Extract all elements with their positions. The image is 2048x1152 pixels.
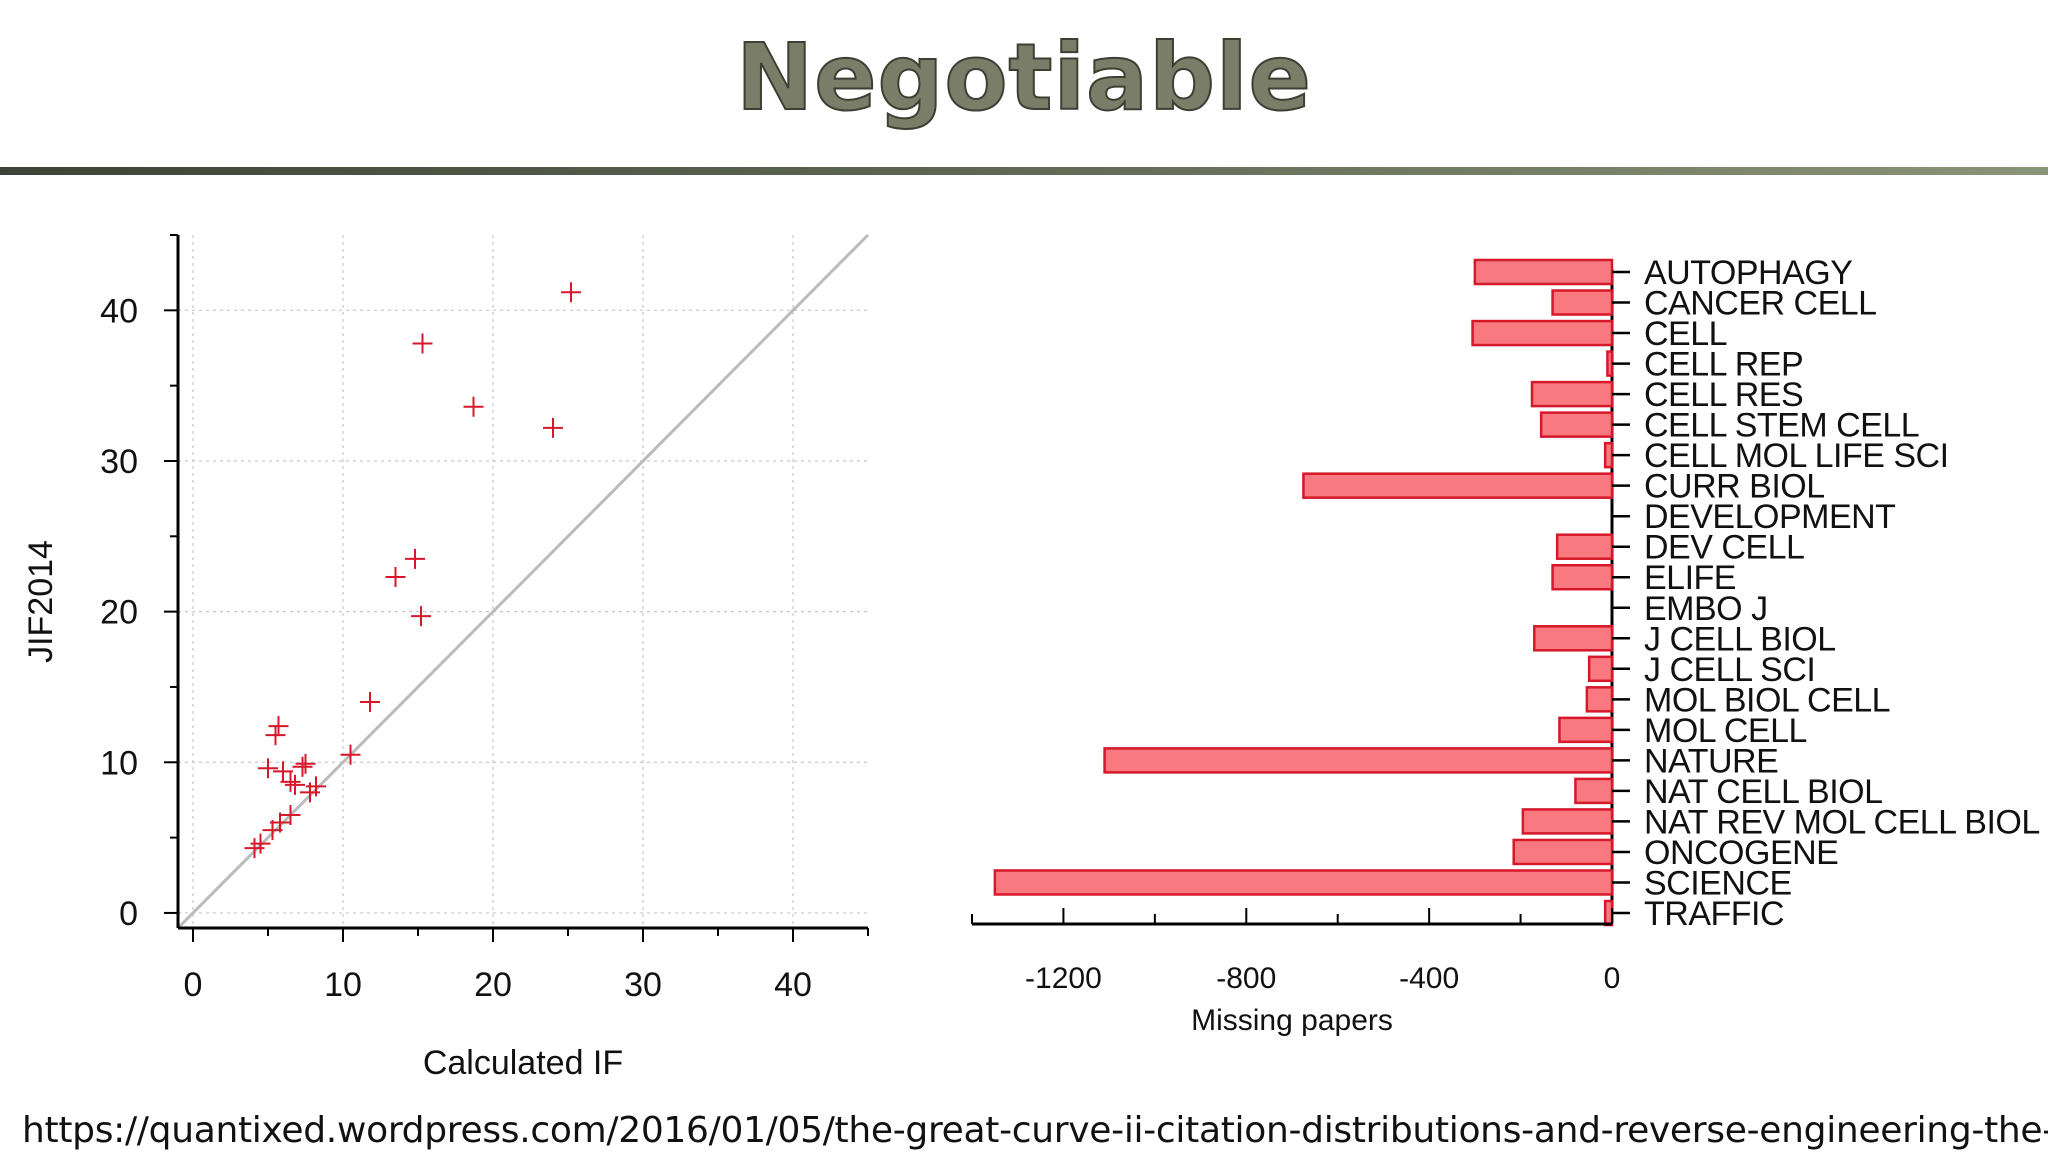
scatter-point	[292, 756, 313, 777]
missing-papers-bar	[1471, 319, 1614, 347]
bar-category-label: EMBO J	[1644, 590, 1768, 628]
scatter-y-tick-label: 30	[100, 443, 138, 481]
bar-category-label: CELL STEM CELL	[1644, 407, 1919, 445]
scatter-point	[543, 417, 563, 438]
scatter-identity-line	[176, 233, 870, 930]
scatter-point	[280, 771, 301, 792]
missing-papers-bar	[1558, 716, 1614, 744]
bar-category-label: CANCER CELL	[1644, 285, 1877, 323]
bar-value-tick-label: 0	[1604, 962, 1621, 995]
missing-papers-bar	[1574, 777, 1614, 805]
bar-category-label: MOL CELL	[1644, 712, 1807, 750]
scatter-point	[250, 833, 271, 854]
scatter-x-tick-label: 30	[624, 966, 662, 1004]
bar-category-label: DEVELOPMENT	[1644, 498, 1895, 536]
scatter-point	[405, 548, 425, 569]
bar-value-tick-label: -400	[1399, 962, 1459, 995]
scatter-x-tick-label: 10	[324, 966, 362, 1004]
bar-category-label: CURR BIOL	[1644, 468, 1825, 506]
bar-category-label: J CELL SCI	[1644, 651, 1815, 689]
bar-category-label: AUTOPHAGY	[1644, 254, 1852, 292]
bar-category-label: NAT REV MOL CELL BIOL	[1644, 803, 2040, 841]
scatter-x-tick-label: 20	[474, 966, 512, 1004]
missing-papers-bar	[1539, 411, 1614, 438]
bar-value-axis-label: Missing papers	[1191, 1004, 1393, 1037]
scatter-point	[262, 820, 283, 841]
scatter-point	[280, 805, 301, 826]
scatter-point	[340, 744, 361, 765]
scatter-point	[258, 758, 278, 779]
missing-papers-bar	[1551, 289, 1614, 316]
missing-papers-bar	[1302, 472, 1614, 499]
bar-category-label: TRAFFIC	[1644, 895, 1784, 933]
missing-papers-bar	[1521, 808, 1614, 835]
source-url[interactable]: https://quantixed.wordpress.com/2016/01/…	[22, 1110, 2048, 1151]
missing-papers-bar	[1587, 655, 1614, 683]
scatter-point	[295, 753, 316, 774]
scatter-point	[300, 782, 320, 803]
scatter-point	[265, 725, 286, 746]
slide-title: Negotiable	[735, 23, 1312, 132]
bar-value-tick-label: -1200	[1025, 962, 1102, 995]
missing-papers-bar	[1606, 350, 1614, 377]
scatter-point	[561, 282, 581, 303]
missing-papers-bar	[1473, 258, 1614, 286]
bar-category-label: CELL RES	[1644, 376, 1803, 414]
scatter-point	[285, 774, 305, 795]
bar-category-label: CELL MOL LIFE SCI	[1644, 437, 1949, 475]
bar-category-label: NAT CELL BIOL	[1644, 773, 1883, 811]
scatter-point	[385, 566, 406, 587]
missing-papers-bar	[1555, 533, 1614, 560]
missing-papers-bar	[1530, 380, 1614, 408]
scatter-y-tick-label: 10	[100, 744, 138, 782]
missing-papers-bar	[1103, 747, 1614, 774]
missing-papers-bar	[1603, 441, 1614, 469]
missing-papers-bar	[1551, 563, 1614, 591]
scatter-point	[360, 692, 380, 713]
bar-value-tick-label: -800	[1216, 962, 1276, 995]
missing-papers-bar	[1533, 625, 1614, 652]
scatter-x-tick-label: 0	[184, 966, 203, 1004]
scatter-y-tick-label: 20	[100, 594, 138, 632]
missing-papers-bar	[1603, 899, 1614, 927]
scatter-point	[273, 761, 293, 782]
scatter-x-axis-label: Calculated IF	[423, 1044, 623, 1082]
bar-category-label: CELL	[1644, 315, 1727, 353]
missing-papers-bar	[1585, 686, 1614, 713]
bar-category-label: NATURE	[1644, 742, 1778, 780]
scatter-point	[412, 333, 433, 354]
bar-category-label: CELL REP	[1644, 346, 1803, 384]
bar-category-label: J CELL BIOL	[1644, 620, 1836, 658]
scatter-y-tick-label: 0	[119, 895, 138, 933]
bar-category-label: ONCOGENE	[1644, 834, 1838, 872]
scatter-x-tick-label: 40	[774, 966, 812, 1004]
bar-category-label: ELIFE	[1644, 559, 1736, 597]
bar-category-label: MOL BIOL CELL	[1644, 681, 1890, 719]
scatter-point	[411, 606, 431, 627]
scatter-point	[463, 396, 484, 417]
bar-category-label: DEV CELL	[1644, 529, 1804, 567]
missing-papers-bar	[993, 869, 1614, 896]
scatter-point	[268, 716, 289, 737]
title-divider	[0, 167, 2048, 175]
missing-papers-bar	[1512, 838, 1614, 866]
scatter-y-tick-label: 40	[100, 292, 138, 330]
bar-category-label: SCIENCE	[1644, 864, 1792, 902]
scatter-y-axis-label: JIF2014	[22, 540, 60, 663]
scatter-chart: 0 10 20 30 40 0 10 20 30 40 Calculated IF JIF2014	[22, 233, 870, 1082]
